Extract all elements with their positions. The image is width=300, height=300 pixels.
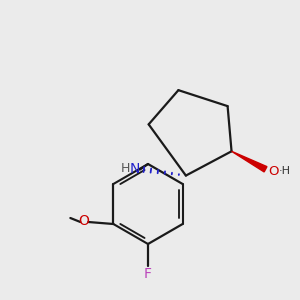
- Text: F: F: [144, 267, 152, 281]
- Text: ·H: ·H: [278, 166, 290, 176]
- Text: N: N: [130, 162, 140, 176]
- Text: O: O: [78, 214, 89, 228]
- Text: H: H: [121, 162, 130, 175]
- Polygon shape: [232, 151, 267, 172]
- Text: O: O: [268, 165, 279, 178]
